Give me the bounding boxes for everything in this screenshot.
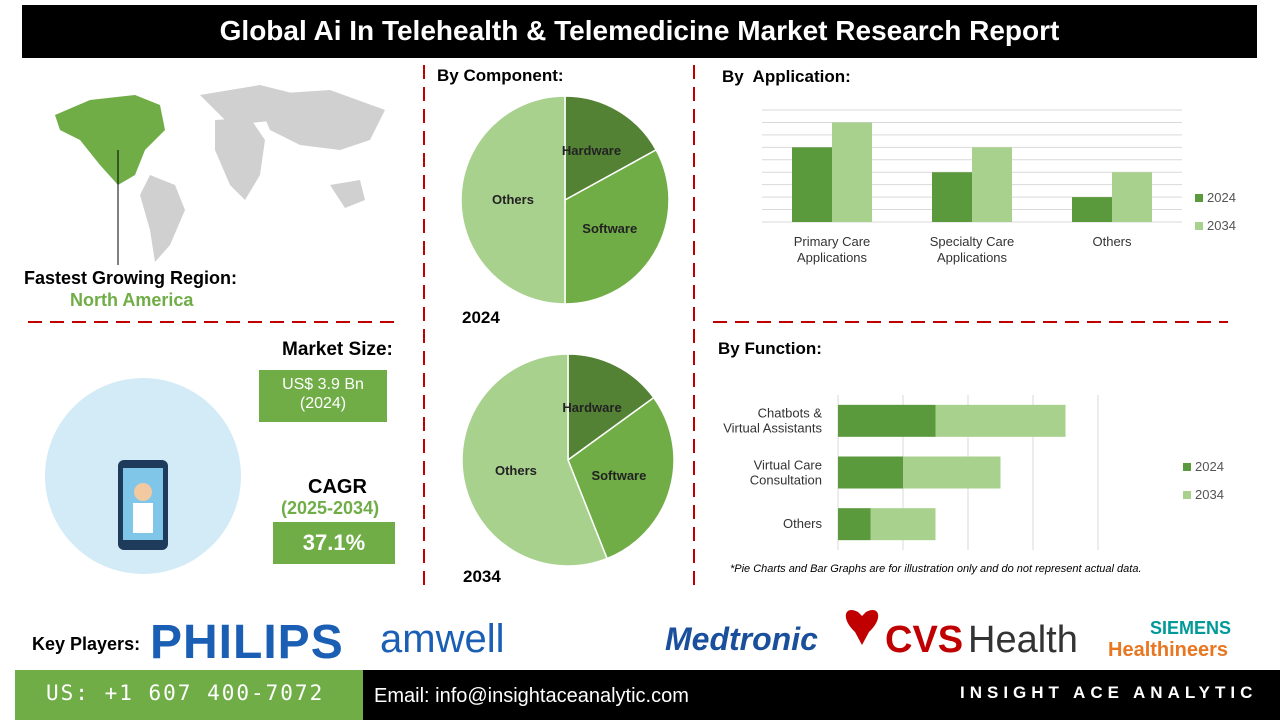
footer-brand: INSIGHT ACE ANALYTIC: [960, 683, 1258, 702]
footer-left: [15, 670, 363, 720]
legend-swatch: [1183, 491, 1191, 499]
legend-label: 2034: [1207, 218, 1236, 233]
slice-label: Software: [582, 221, 638, 237]
legend-swatch: [1195, 222, 1203, 230]
cvs-heart: [845, 610, 879, 645]
bar: [1072, 197, 1112, 222]
logo-philips: PHILIPS: [150, 616, 344, 669]
chart-title: By Application:: [722, 67, 851, 86]
bar: [792, 147, 832, 222]
logo-cvs: CVS: [885, 619, 964, 661]
legend-label: 2024: [1207, 190, 1236, 205]
y-tick-label: Chatbots & Virtual Assistants: [723, 405, 822, 436]
bar: [972, 147, 1012, 222]
footer-email: Email: info@insightaceanalytic.com: [374, 685, 689, 707]
y-tick-label: Virtual Care Consultation: [749, 456, 822, 488]
footer-phone: US: +1 607 400-7072: [46, 681, 325, 705]
pie-slice: [564, 95, 658, 202]
pie-title: 2024: [462, 308, 500, 327]
market-size-label: Market Size:: [282, 339, 393, 360]
bar: [932, 172, 972, 222]
bar: [838, 508, 871, 541]
logo-amwell: amwell: [380, 617, 505, 661]
cagr-box: [273, 522, 395, 564]
logo-cvs-health: Health: [968, 619, 1078, 661]
pie-slice: [567, 353, 655, 462]
bar: [903, 456, 1001, 489]
legend-label: 2034: [1195, 487, 1224, 502]
legend-label: 2024: [1195, 459, 1224, 474]
bar: [870, 508, 936, 541]
cagr-period: (2025-2034): [281, 498, 380, 518]
market-size-value: US$ 3.9 Bn (2024): [282, 376, 364, 413]
note: *Pie Charts and Bar Graphs are for illus…: [730, 563, 1142, 575]
market-size-box: [259, 370, 387, 422]
dividers: [28, 65, 1228, 592]
bar: [838, 456, 903, 489]
doctor-coat: [133, 503, 153, 533]
doctor-head: [134, 483, 152, 501]
slice-label: Hardware: [562, 400, 622, 416]
cagr-value: 37.1%: [302, 530, 366, 555]
section-heading: By Component:: [437, 66, 564, 85]
cagr-label: CAGR: [308, 476, 367, 498]
slice-label: Hardware: [561, 142, 622, 158]
bar: [832, 122, 872, 222]
bar: [1112, 172, 1152, 222]
pie-title: 2034: [463, 567, 501, 586]
slice-label: Others: [494, 463, 537, 479]
chart-title: By Function:: [718, 339, 822, 358]
x-tick-label: Primary Care Applications: [793, 234, 871, 265]
bar: [838, 404, 936, 437]
legend-swatch: [1183, 463, 1191, 471]
header-title: Global Ai In Telehealth & Telemedicine M…: [219, 15, 1060, 46]
footer-right: [363, 670, 1280, 720]
logo-healthineers: Healthineers: [1108, 639, 1229, 661]
key-players-label: Key Players:: [32, 634, 141, 654]
y-tick-label: Others: [782, 516, 822, 532]
pie-slice: [564, 148, 670, 305]
pie-slice: [567, 396, 675, 560]
world-map: [140, 85, 385, 262]
header-bar: [22, 5, 1257, 58]
north-america: [55, 95, 165, 185]
pie-slice: [461, 353, 608, 567]
slice-label: Others: [492, 192, 534, 208]
slice-label: Software: [591, 468, 647, 484]
region-value: North America: [70, 290, 194, 310]
logo-medtronic: Medtronic: [665, 621, 818, 657]
x-tick-label: Others: [1092, 234, 1132, 249]
legend-swatch: [1195, 194, 1203, 202]
region-label: Fastest Growing Region:: [24, 268, 238, 288]
pie-slice: [460, 95, 566, 305]
bar: [935, 404, 1066, 437]
logo-siemens: SIEMENS: [1150, 618, 1232, 638]
x-tick-label: Specialty Care Applications: [929, 234, 1015, 265]
